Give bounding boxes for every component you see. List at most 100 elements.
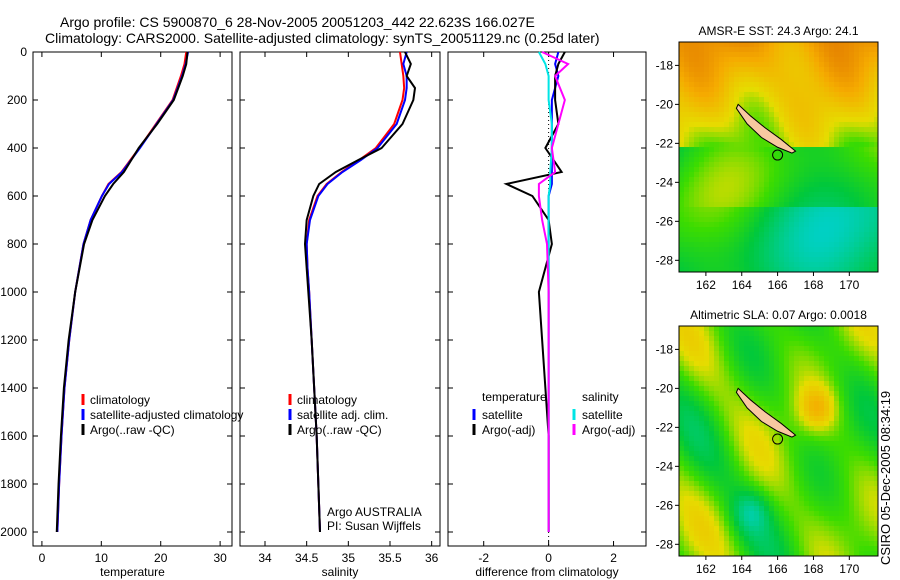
map-cell: [819, 232, 824, 237]
map-cell: [749, 147, 754, 152]
map-cell: [774, 346, 779, 351]
map-cell: [684, 157, 689, 162]
map-cell: [684, 147, 689, 152]
map-cell: [714, 396, 719, 401]
map-cell: [699, 396, 704, 401]
map-cell: [699, 157, 704, 162]
map-cell: [769, 127, 774, 132]
map-cell: [724, 451, 729, 456]
map-cell: [824, 167, 829, 172]
map-cell: [729, 511, 734, 516]
map-cell: [684, 531, 689, 536]
map-cell: [729, 222, 734, 227]
legend-label: satellite: [482, 408, 523, 422]
map-cell: [799, 152, 804, 157]
map-cell: [694, 217, 699, 222]
map-cell: [779, 536, 784, 541]
map-cell: [694, 97, 699, 102]
map-cell: [824, 217, 829, 222]
map-cell: [864, 396, 869, 401]
map-cell: [699, 262, 704, 267]
map-cell: [779, 441, 784, 446]
map-cell: [754, 262, 759, 267]
map-cell: [839, 346, 844, 351]
map-cell: [804, 42, 809, 47]
map-cell: [844, 371, 849, 376]
map-cell: [749, 506, 754, 511]
map-cell: [774, 82, 779, 87]
map-cell: [874, 391, 878, 396]
map-cell: [854, 252, 859, 257]
map-cell: [709, 401, 714, 406]
map-cell: [774, 152, 779, 157]
map-cell: [789, 421, 794, 426]
map-cell: [874, 132, 878, 137]
map-cell: [774, 197, 779, 202]
map-cell: [869, 42, 874, 47]
map-cell: [709, 207, 714, 212]
map-cell: [799, 57, 804, 62]
map-cell: [794, 331, 799, 336]
map-cell: [869, 376, 874, 381]
map-cell: [814, 47, 819, 52]
map-cell: [704, 212, 709, 217]
map-cell: [789, 541, 794, 546]
map-cell: [799, 491, 804, 496]
map-cell: [774, 232, 779, 237]
map-cell: [849, 52, 854, 57]
map-cell: [869, 107, 874, 112]
map-cell: [739, 416, 744, 421]
map-cell: [834, 546, 839, 551]
map-cell: [799, 77, 804, 82]
map-cell: [709, 57, 714, 62]
map-cell: [754, 222, 759, 227]
map-cell: [819, 376, 824, 381]
map-cell: [719, 511, 724, 516]
map-cell: [754, 376, 759, 381]
map-cell: [744, 47, 749, 52]
new-caledonia-land: [735, 103, 797, 154]
map-cell: [789, 97, 794, 102]
map-cell: [829, 546, 834, 551]
map-cell: [854, 551, 859, 556]
map-cell: [754, 521, 759, 526]
y-tick-label: -24: [656, 175, 674, 189]
x-tick-label: 20: [154, 551, 168, 565]
map-cell: [839, 152, 844, 157]
map-cell: [744, 461, 749, 466]
map-cell: [804, 346, 809, 351]
map-cell: [749, 92, 754, 97]
map-cell: [824, 87, 829, 92]
map-cell: [689, 471, 694, 476]
map-cell: [814, 57, 819, 62]
map-cell: [759, 401, 764, 406]
map-cell: [769, 117, 774, 122]
map-cell: [714, 511, 719, 516]
map-cell: [794, 172, 799, 177]
map-cell: [869, 351, 874, 356]
map-cell: [754, 336, 759, 341]
map-cell: [804, 142, 809, 147]
map-cell: [819, 82, 824, 87]
map-cell: [784, 122, 789, 127]
map-cell: [684, 416, 689, 421]
map-cell: [704, 232, 709, 237]
map-cell: [684, 411, 689, 416]
map-cell: [749, 207, 754, 212]
legend-label: satellite: [582, 408, 623, 422]
map-cell: [714, 406, 719, 411]
map-cell: [819, 456, 824, 461]
map-cell: [864, 501, 869, 506]
map-cell: [704, 386, 709, 391]
map-cell: [679, 461, 684, 466]
map-cell: [849, 182, 854, 187]
map-cell: [824, 546, 829, 551]
map-cell: [759, 107, 764, 112]
map-cell: [794, 182, 799, 187]
map-cell: [754, 147, 759, 152]
map-cell: [809, 117, 814, 122]
map-cell: [699, 52, 704, 57]
map-cell: [744, 202, 749, 207]
map-cell: [679, 451, 684, 456]
map-cell: [809, 336, 814, 341]
